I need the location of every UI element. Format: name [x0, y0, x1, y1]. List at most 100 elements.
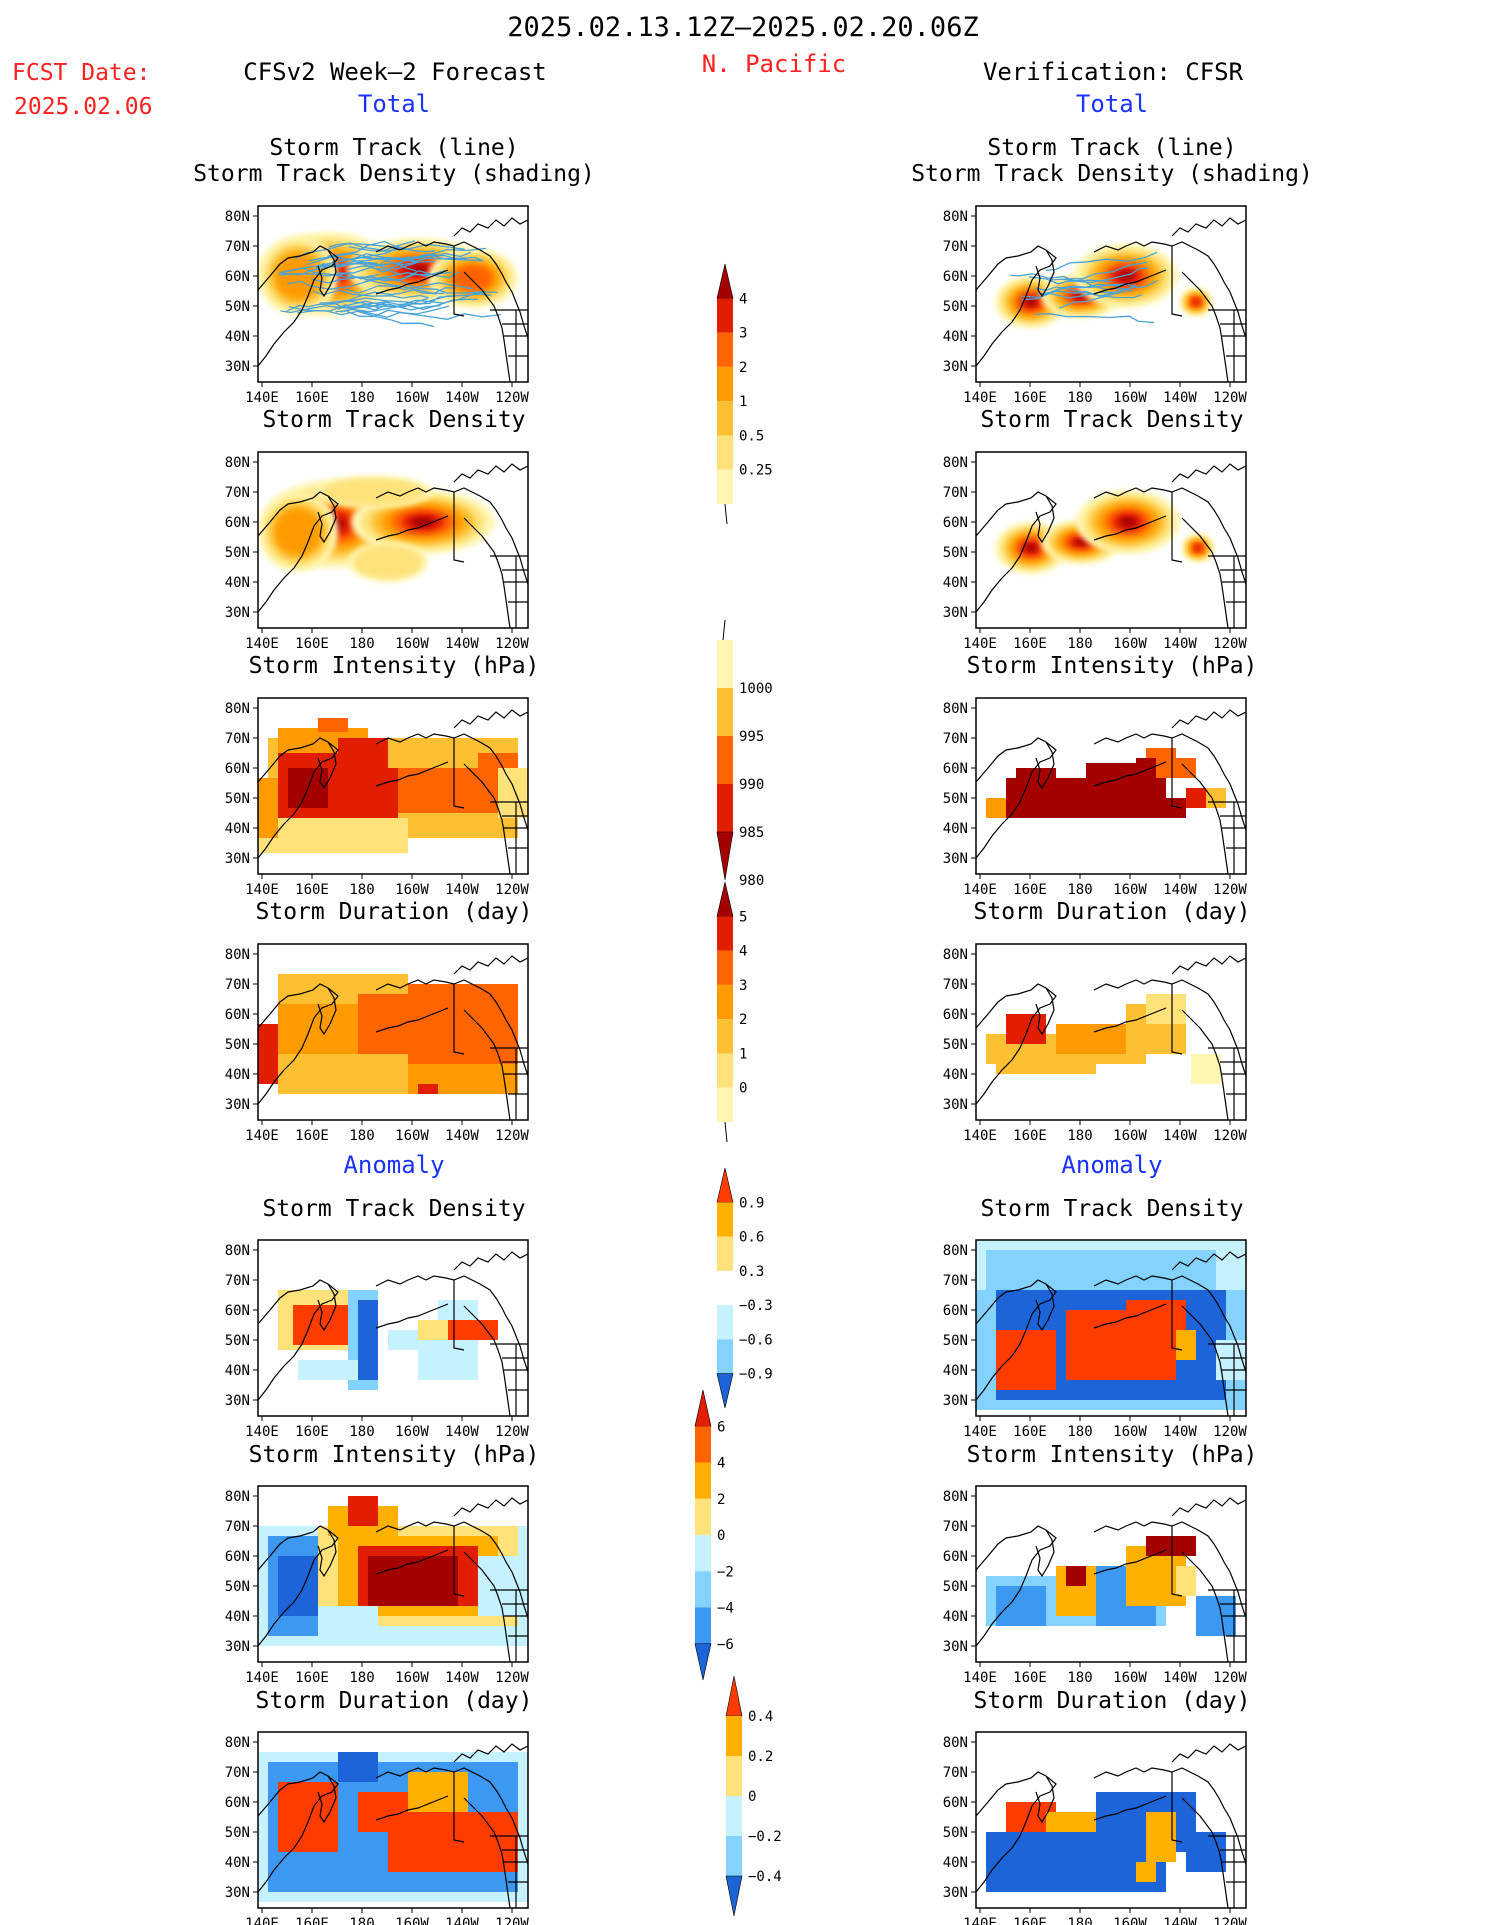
lat-tick-label: 30N: [225, 1885, 250, 1901]
lon-tick-label: 160E: [295, 390, 329, 406]
colorbar-anom_intensity: 6 4 2 0 −2 −4 −6: [694, 1389, 734, 1681]
lon-tick-label: 140E: [245, 636, 279, 652]
colorbar-tick-label: 0.9: [739, 1195, 764, 1211]
lat-tick-label: 60N: [943, 1795, 968, 1811]
coastline: [976, 1497, 1246, 1662]
lon-tick-label: 160W: [395, 1670, 429, 1686]
lon-tick-label: 160W: [1113, 1128, 1147, 1144]
lon-tick-label: 140E: [963, 1424, 997, 1440]
lon-tick-label: 120W: [1213, 1916, 1247, 1925]
anomaly-label-right: Anomaly: [1061, 1151, 1162, 1179]
lat-tick-label: 80N: [943, 209, 968, 225]
lat-tick-label: 70N: [225, 1765, 250, 1781]
lat-tick-label: 50N: [225, 1579, 250, 1595]
map-panel-verification-5: 80N 70N 60N 50N 40N 30N 140E 160E 180 160W 140W 120…: [943, 1485, 1247, 1686]
panel-titles: Storm Track (line) Storm Track Density (…: [193, 135, 1313, 1714]
lon-tick-label: 140W: [1163, 390, 1197, 406]
colorbar-tick-label: −0.4: [748, 1869, 782, 1885]
lat-tick-label: 50N: [943, 1333, 968, 1349]
coastline: [258, 1251, 528, 1416]
coastline: [976, 1743, 1246, 1908]
lon-tick-label: 160W: [1113, 390, 1147, 406]
lat-tick-label: 50N: [943, 1037, 968, 1053]
lon-tick-label: 140E: [245, 390, 279, 406]
map-panel-forecast-0: 80N 70N 60N 50N 40N 30N 140E 160E 180 160W 140W 120…: [225, 205, 529, 406]
verification-title: Verification: CFSR: [983, 58, 1244, 86]
lon-tick-label: 120W: [1213, 1128, 1247, 1144]
lon-tick-label: 180: [349, 1670, 374, 1686]
lat-tick-label: 70N: [225, 977, 250, 993]
lon-tick-label: 140W: [1163, 636, 1197, 652]
lat-tick-label: 80N: [943, 701, 968, 717]
lon-tick-label: 160W: [1113, 882, 1147, 898]
lon-tick-label: 160W: [395, 636, 429, 652]
title-intensity-left: Storm Intensity (hPa): [249, 653, 540, 679]
lat-tick-label: 40N: [943, 1363, 968, 1379]
map-panel-verification-6: 80N 70N 60N 50N 40N 30N 140E 160E 180 160W 140W 120…: [943, 1731, 1247, 1925]
lat-tick-label: 80N: [943, 1489, 968, 1505]
lat-tick-label: 70N: [943, 1273, 968, 1289]
coastline: [258, 955, 528, 1120]
lon-tick-label: 180: [1067, 1424, 1092, 1440]
lat-tick-label: 50N: [943, 545, 968, 561]
colorbar-tick-label: 2: [739, 360, 747, 376]
lat-tick-label: 40N: [943, 329, 968, 345]
period-title: 2025.02.13.12Z–2025.02.20.06Z: [507, 12, 978, 43]
lon-tick-label: 180: [1067, 636, 1092, 652]
lon-tick-label: 120W: [1213, 882, 1247, 898]
lat-tick-label: 80N: [943, 1735, 968, 1751]
colorbar-tick-label: 3: [739, 326, 747, 342]
lat-tick-label: 80N: [225, 1489, 250, 1505]
coastline: [976, 709, 1246, 874]
total-label-right: Total: [1076, 90, 1148, 118]
lat-tick-label: 60N: [943, 761, 968, 777]
lat-tick-label: 40N: [225, 1855, 250, 1871]
colorbar-tick-label: 0: [748, 1789, 756, 1805]
lon-tick-label: 180: [349, 882, 374, 898]
lat-tick-label: 60N: [225, 515, 250, 531]
lat-tick-label: 40N: [225, 1067, 250, 1083]
lon-tick-label: 140E: [245, 1670, 279, 1686]
colorbars: 43210.50.2510009959909859805432100.90.60…: [694, 263, 782, 1917]
lon-tick-label: 140E: [245, 1424, 279, 1440]
lon-tick-label: 160E: [1013, 882, 1047, 898]
lon-tick-label: 140W: [1163, 1916, 1197, 1925]
map-panel-forecast-1: 80N 70N 60N 50N 40N 30N 140E 160E 180 160W 140W 120…: [225, 451, 529, 652]
lon-tick-label: 140W: [445, 1128, 479, 1144]
title-track-line-left: Storm Track (line): [269, 135, 518, 161]
forecast-title: CFSv2 Week–2 Forecast: [243, 58, 546, 86]
lon-tick-label: 140W: [1163, 882, 1197, 898]
lon-tick-label: 180: [349, 1424, 374, 1440]
colorbar-density: 4 3 2 1 0.5 0.25: [716, 263, 773, 525]
map-panel-forecast-3: 80N 70N 60N 50N 40N 30N 140E 160E 180 160W 140W 120…: [225, 943, 529, 1144]
lon-tick-label: 180: [349, 1916, 374, 1925]
lat-tick-label: 30N: [225, 1393, 250, 1409]
title-duration-left: Storm Duration (day): [256, 899, 533, 925]
lon-tick-label: 180: [349, 390, 374, 406]
lon-tick-label: 140E: [245, 882, 279, 898]
map-panel-verification-3: 80N 70N 60N 50N 40N 30N 140E 160E 180 160W 140W 120…: [943, 943, 1247, 1144]
total-label-left: Total: [358, 90, 430, 118]
lon-tick-label: 160E: [1013, 1916, 1047, 1925]
lon-tick-label: 140W: [445, 1916, 479, 1925]
colorbar-tick-label: 1: [739, 394, 747, 410]
title-anom-duration-left: Storm Duration (day): [256, 1688, 533, 1714]
colorbar-tick-label: 1: [739, 1046, 747, 1062]
lat-tick-label: 30N: [943, 1885, 968, 1901]
lat-tick-label: 60N: [943, 1007, 968, 1023]
lat-tick-label: 50N: [943, 1825, 968, 1841]
lon-tick-label: 160W: [395, 882, 429, 898]
lat-tick-label: 70N: [943, 485, 968, 501]
title-anom-intensity-right: Storm Intensity (hPa): [967, 1442, 1258, 1468]
lat-tick-label: 60N: [943, 1303, 968, 1319]
lat-tick-label: 70N: [943, 977, 968, 993]
coastline: [976, 463, 1246, 628]
lat-tick-label: 70N: [943, 731, 968, 747]
lat-tick-label: 30N: [943, 1639, 968, 1655]
lat-tick-label: 60N: [943, 515, 968, 531]
colorbar-tick-label: −4: [717, 1601, 734, 1617]
colorbar-tick-label: 6: [717, 1419, 725, 1435]
lat-tick-label: 40N: [943, 1855, 968, 1871]
title-track-shading-left: Storm Track Density (shading): [193, 161, 595, 187]
colorbar-tick-label: 995: [739, 729, 764, 745]
